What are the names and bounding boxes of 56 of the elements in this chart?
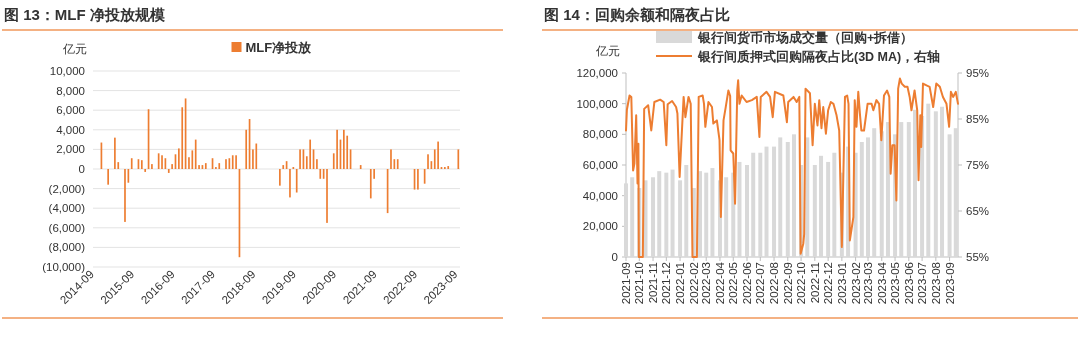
chart-title: 图 13：MLF 净投放规模 [4,6,166,23]
x-tick-label: 2021-11 [647,262,660,304]
chart-title: 图 14：回购余额和隔夜占比 [544,6,730,23]
y-tick-label: (6,000) [48,221,86,234]
x-tick-label: 2022-11 [808,262,821,304]
legend-label: 银行间货币市场成交量（回购+拆借） [697,30,914,45]
x-tick-label: 2022-04 [713,261,726,305]
x-tick-label: 2022-07 [754,262,767,305]
y-tick-label: 0 [78,163,85,175]
x-tick-label: 2023-09 [943,262,956,305]
y2-tick-label: 95% [966,67,990,79]
y-tick-label: (8,000) [48,241,86,254]
y-axis-title: 亿元 [62,42,87,56]
x-tick-label: 2022-02 [687,262,700,305]
y-tick-label: 4,000 [56,123,85,136]
y-tick-label: 100,000 [576,97,618,110]
x-tick-label: 2022-09 [781,262,794,305]
x-tick-label: 2022-03 [700,262,713,305]
x-tick-label: 2023-01 [835,262,848,305]
x-tick-label: 2021-12 [660,262,673,305]
legend: MLF净投放 [231,40,312,55]
y-tick-label: 80,000 [582,128,618,141]
y-tick-label: 8,000 [56,84,85,97]
x-tick-label: 2022-12 [822,262,835,305]
y-tick-label: 6,000 [56,104,85,117]
x-tick-label: 2023-06 [902,262,915,305]
y-tick-label: 120,000 [576,67,618,79]
x-tick-label: 2023-02 [849,262,862,305]
y-tick-label: 40,000 [582,189,618,202]
y-tick-label: (10,000) [42,261,86,273]
y2-tick-label: 75% [966,159,990,171]
y2-tick-label: 85% [966,113,990,125]
legend-label: 银行间质押式回购隔夜占比(3D MA)，右轴 [697,49,941,64]
y-tick-label: 10,000 [49,65,85,77]
x-tick-label: 2023-03 [862,262,875,305]
x-tick-label: 2021-10 [633,262,646,305]
y-tick-label: 0 [611,251,618,263]
y-tick-label: (2,000) [48,182,86,195]
y2-tick-label: 65% [966,205,990,217]
x-tick-label: 2022-10 [795,262,808,305]
y-tick-label: 60,000 [582,159,618,171]
x-tick-label: 2022-05 [727,262,740,305]
y-tick-label: 2,000 [56,143,85,156]
legend-label: MLF净投放 [245,40,313,55]
x-tick-label: 2021-09 [620,262,632,305]
x-tick-label: 2022-08 [768,262,781,305]
y-tick-label: (4,000) [48,202,86,215]
y-axis-title: 亿元 [595,44,620,58]
y-tick-label: 20,000 [582,220,618,233]
x-tick-label: 2023-07 [916,262,929,305]
x-tick-label: 2023-04 [875,261,888,305]
x-tick-label: 2023-08 [929,262,942,305]
y2-tick-label: 55% [966,251,990,263]
x-tick-label: 2022-01 [674,262,687,305]
x-tick-label: 2023-05 [889,262,902,305]
x-tick-label: 2022-06 [741,262,754,305]
